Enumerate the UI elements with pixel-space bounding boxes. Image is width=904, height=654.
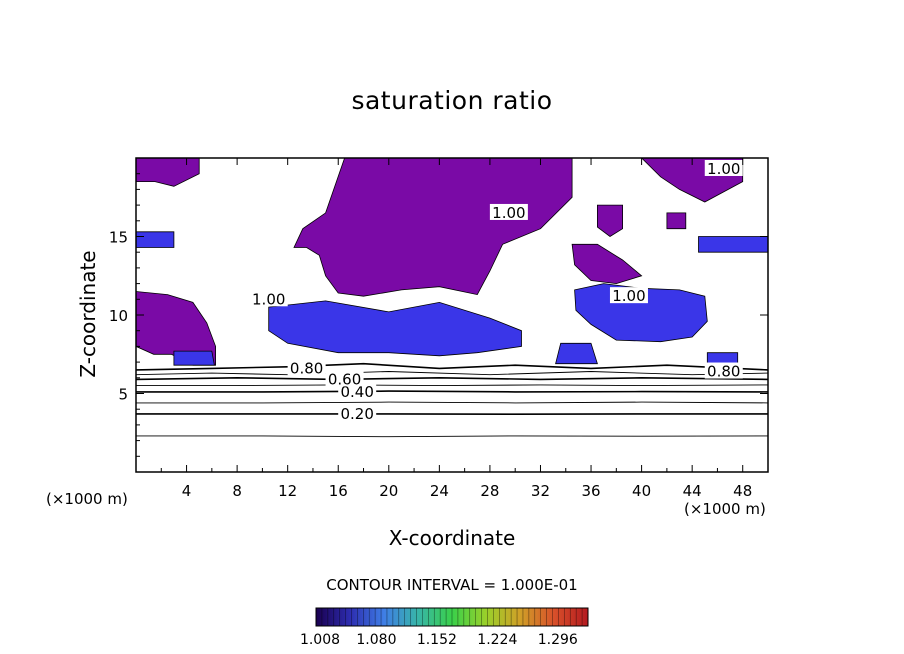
contour-line-0.70: [136, 371, 768, 376]
contour-label-bg: [338, 382, 377, 399]
y-axis-ticks: 5 10 15: [109, 173, 768, 457]
contour-label-0: 0.20: [340, 405, 373, 423]
contour-line-0.60: [136, 376, 768, 381]
contour-label-1: 0.40: [340, 383, 373, 401]
colorbar-tick-label-1.152: 1.152: [416, 632, 457, 648]
y-axis-label: Z-coordinate: [76, 250, 100, 378]
contour-label-7: 1.00: [612, 287, 645, 305]
contour-label-bg: [249, 290, 288, 307]
contour-label-bg: [338, 404, 377, 421]
x-unit-label: (×1000 m): [684, 500, 766, 518]
contour-label-4: 0.80: [707, 363, 740, 381]
x-tick-label-28: 28: [480, 482, 499, 500]
contour-line-0.30: [136, 401, 768, 404]
contour-line-0.40: [136, 390, 768, 393]
fill-region-supersaturated-5: [597, 204, 623, 237]
y-tick-label-15: 15: [109, 229, 128, 247]
fill-region-cloud-base-13: [698, 236, 768, 253]
fill-region-cloud-base-10: [555, 342, 598, 365]
contour-label-bg: [325, 370, 364, 387]
contour-label-bg: [704, 362, 743, 379]
fill-region-supersaturated-0: [136, 158, 200, 187]
contour-line-layer: [136, 362, 768, 438]
contour-label-bg: [704, 159, 743, 176]
contour-label-bg: [609, 287, 648, 304]
x-axis-ticks: 4 8 12 16 20 24 28 32 36 40 44 48: [160, 158, 752, 500]
x-tick-label-24: 24: [430, 482, 449, 500]
x-tick-label-40: 40: [632, 482, 651, 500]
x-tick-label-20: 20: [379, 482, 398, 500]
colorbar-tick-label-1.296: 1.296: [537, 632, 578, 648]
contour-label-3: 0.80: [290, 359, 323, 377]
x-tick-label-16: 16: [329, 482, 348, 500]
fill-region-supersaturated-1: [136, 291, 217, 366]
x-tick-label-8: 8: [232, 482, 242, 500]
fill-region-cloud-base-7: [268, 300, 522, 357]
contour-line-0.10: [136, 435, 768, 438]
y-tick-label-10: 10: [109, 307, 128, 325]
chart-title: saturation ratio: [351, 86, 553, 115]
contour-interval-note: CONTOUR INTERVAL = 1.000E-01: [326, 576, 578, 594]
contour-line-0.80: [136, 362, 768, 371]
contour-label-6: 1.00: [492, 204, 525, 222]
y-unit-label: (×1000 m): [46, 490, 128, 508]
x-tick-label-12: 12: [278, 482, 297, 500]
colorbar-tick-label-1.008: 1.008: [299, 632, 341, 648]
fill-region-supersaturated-6: [666, 212, 687, 230]
colorbar-tick-label-1.080: 1.080: [356, 632, 397, 648]
colorbar-bands: [321, 608, 583, 626]
contour-label-2: 0.60: [328, 370, 361, 388]
contour-label-layer: 0.20 0.400.60 0.80 0.80 1.00 1.00 1.00 1.00: [249, 159, 743, 423]
fill-region-supersaturated-4: [571, 243, 643, 285]
contour-line-0.50: [136, 384, 768, 387]
x-axis-label: X-coordinate: [388, 526, 516, 550]
contour-label-8: 1.00: [252, 290, 285, 308]
fill-region-supersaturated-2: [293, 158, 573, 297]
x-tick-label-4: 4: [182, 482, 192, 500]
fill-region-cloud-base-12: [136, 231, 175, 248]
y-tick-label-5: 5: [118, 386, 128, 404]
colorbar-tick-label-1.224: 1.224: [477, 632, 518, 648]
x-tick-label-44: 44: [683, 482, 702, 500]
contour-label-bg: [287, 359, 326, 376]
supersaturation-fill-layer: [136, 158, 768, 369]
x-tick-label-32: 32: [531, 482, 550, 500]
contour-label-bg: [489, 203, 528, 220]
x-tick-label-36: 36: [581, 482, 600, 500]
x-tick-label-48: 48: [733, 482, 752, 500]
fill-region-cloud-base-9: [173, 350, 215, 366]
contour-label-5: 1.00: [707, 160, 740, 178]
